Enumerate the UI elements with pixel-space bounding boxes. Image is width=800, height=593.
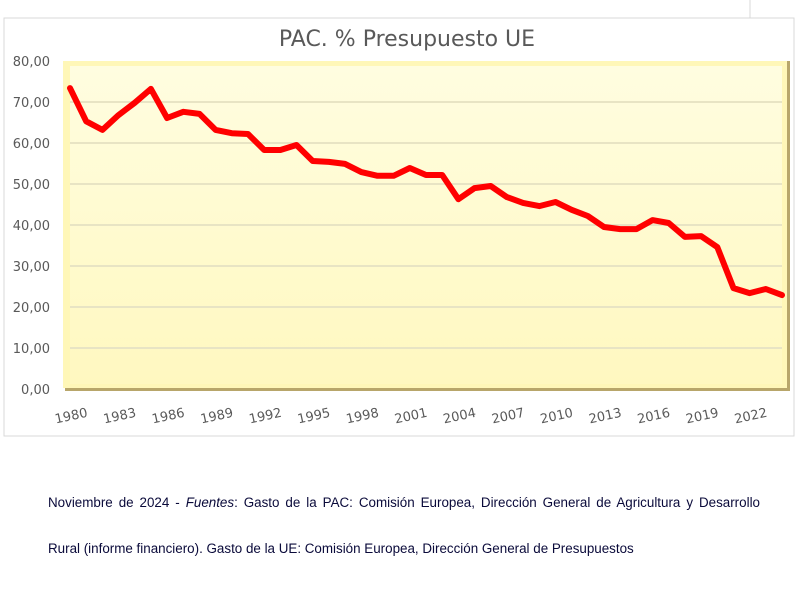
y-axis-ticks: 0,00 10,00 20,00 30,00 40,00 50,00 60,00 70,00 8…	[13, 55, 50, 398]
series-layer	[67, 85, 785, 299]
y-tick-label: 70,00	[13, 96, 50, 111]
x-tick-label: 1986	[151, 406, 186, 428]
chart: PAC. % Presupuesto UE 0,00 10,00 20,00 30,0…	[3, 0, 795, 437]
x-tick-label: 1992	[248, 406, 283, 428]
x-tick-label: 2016	[636, 406, 671, 428]
y-tick-label: 80,00	[13, 55, 50, 70]
caption-text: : Gasto de la PAC: Comisión Europea, Dir…	[48, 495, 760, 556]
x-tick-label: 2022	[733, 406, 768, 428]
x-tick-label: 2007	[490, 406, 525, 428]
y-tick-label: 50,00	[13, 178, 50, 193]
y-tick-label: 10,00	[13, 342, 50, 357]
y-tick-label: 20,00	[13, 301, 50, 316]
x-axis-ticks: 1980 1983 1986 1989 1992 1995 1998 2001 2004 2007…	[54, 406, 769, 428]
line-chart: PAC. % Presupuesto UE 0,00 10,00 20,00 30,0…	[3, 0, 795, 437]
y-tick-label: 30,00	[13, 260, 50, 275]
caption-date: Noviembre de 2024 -	[48, 495, 186, 510]
y-tick-label: 40,00	[13, 219, 50, 234]
caption-sources-label: Fuentes	[185, 495, 235, 510]
chart-title: PAC. % Presupuesto UE	[279, 27, 535, 52]
x-tick-label: 1998	[345, 406, 380, 428]
x-tick-label: 2013	[588, 406, 623, 428]
x-tick-label: 2004	[442, 406, 477, 428]
x-tick-label: 1989	[199, 406, 234, 428]
x-tick-label: 2001	[393, 406, 428, 428]
x-tick-label: 2010	[539, 406, 574, 428]
x-tick-label: 1995	[296, 406, 331, 428]
x-tick-label: 1980	[54, 406, 89, 428]
y-tick-label: 0,00	[21, 383, 50, 398]
x-tick-label: 1983	[102, 406, 137, 428]
x-tick-label: 2019	[685, 406, 720, 428]
caption: Noviembre de 2024 - Fuentes: Gasto de la…	[48, 480, 760, 572]
y-tick-label: 60,00	[13, 137, 50, 152]
